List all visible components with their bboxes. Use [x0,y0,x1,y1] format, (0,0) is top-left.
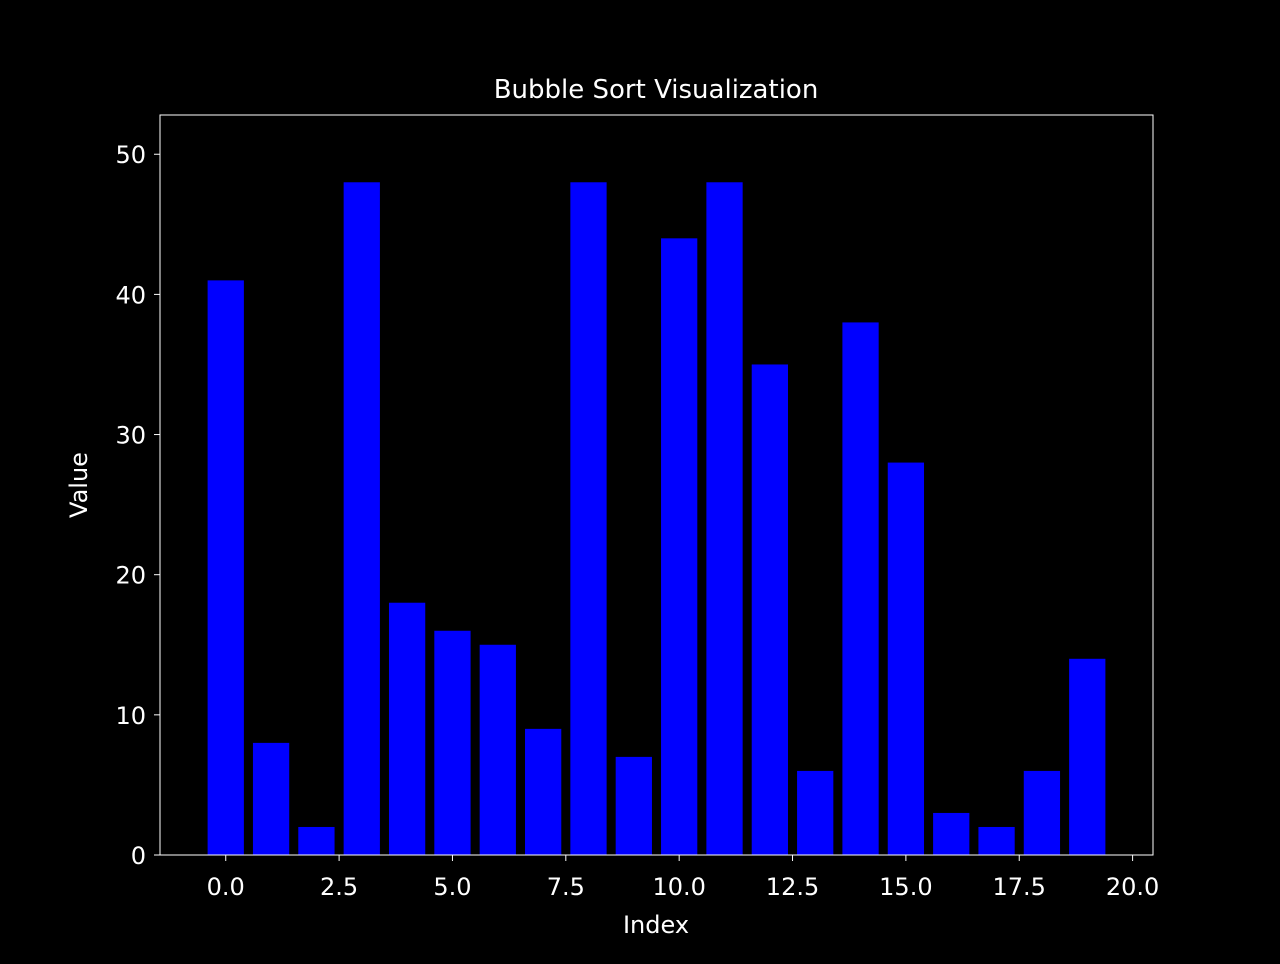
bars-group [207,182,1106,855]
x-tick-label: 15.0 [879,873,932,901]
bar-13 [797,770,834,855]
x-tick-label: 12.5 [766,873,819,901]
bar-1 [252,742,290,855]
bar-14 [842,322,879,855]
x-tick-label: 20.0 [1106,873,1159,901]
y-tick-label: 40 [115,281,146,309]
bar-8 [570,182,607,855]
bar-18 [1023,770,1061,855]
bar-15 [887,462,925,855]
bar-2 [298,826,335,855]
y-tick-label: 10 [115,702,146,730]
bar-3 [343,182,380,855]
x-axis: 0.0 2.5 5.0 7.5 10.0 12.5 15.0 17.5 20.0 [207,855,1159,901]
chart-title: Bubble Sort Visualization [494,75,819,105]
y-tick-label: 30 [115,422,146,450]
bar-11 [706,182,743,855]
bar-5 [434,630,471,855]
bar-4 [388,602,426,855]
x-tick-label: 5.0 [433,873,471,901]
x-axis-label: Index [623,911,689,939]
y-axis: 0 10 20 30 40 50 [115,141,160,870]
bar-12 [751,364,788,855]
bar-0 [207,280,244,855]
y-tick-label: 20 [115,562,146,590]
bar-19 [1069,658,1106,855]
y-axis-label: Value [65,452,93,518]
x-tick-label: 17.5 [993,873,1046,901]
y-tick-label: 50 [115,141,146,169]
bar-10 [661,238,698,855]
x-tick-label: 10.0 [652,873,705,901]
bar-7 [525,728,562,855]
x-tick-label: 7.5 [547,873,585,901]
bar-6 [479,644,516,855]
y-tick-label: 0 [131,842,146,870]
bar-16 [933,812,970,855]
x-tick-label: 2.5 [320,873,358,901]
x-tick-label: 0.0 [207,873,245,901]
bar-17 [978,826,1015,855]
bar-9 [615,756,652,855]
plot-frame [159,114,1154,856]
